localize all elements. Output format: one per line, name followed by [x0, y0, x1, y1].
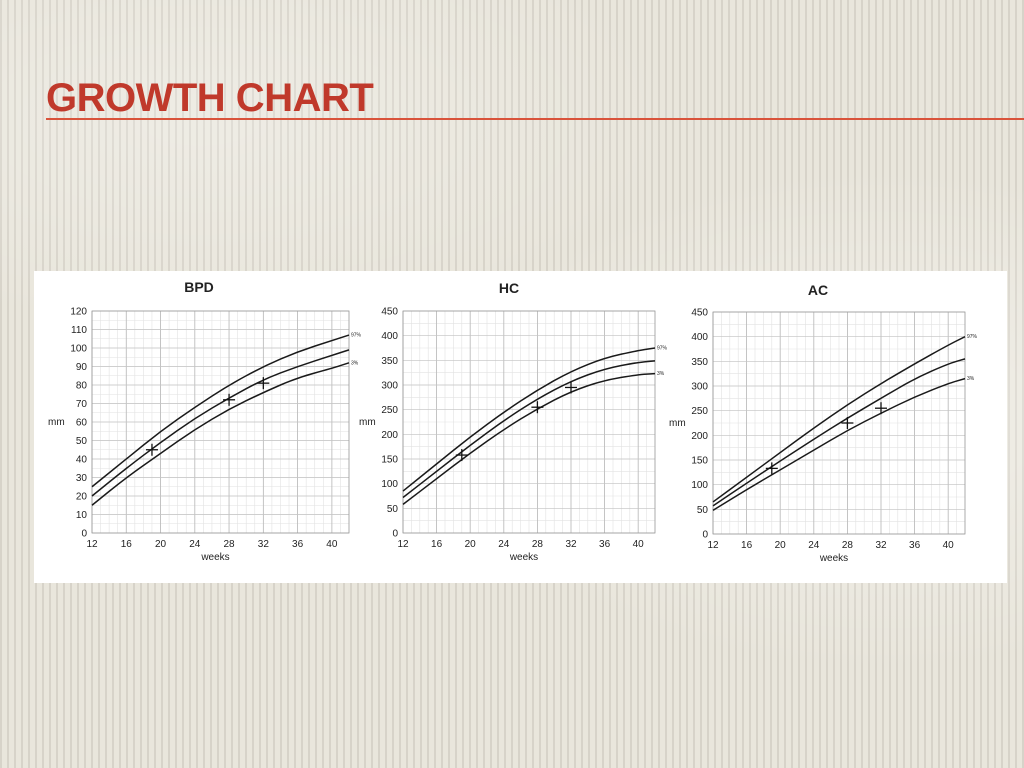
hc-y-tick-label: 0 — [392, 529, 398, 540]
bpd-centile-curve — [91, 334, 350, 488]
bpd-plot-frame — [91, 310, 350, 534]
ac-x-tick-label: 24 — [808, 540, 820, 551]
hc-x-tick-label: 16 — [431, 539, 443, 550]
bpd-y-axis-label: mm — [48, 417, 65, 428]
bpd-curve-label: 97% — [351, 333, 362, 339]
ac-plot-frame — [712, 311, 966, 535]
bpd-y-tick-label: 120 — [70, 307, 87, 318]
hc-y-tick-label: 100 — [381, 479, 398, 490]
bpd-curve-label: 3% — [351, 360, 359, 366]
ac-x-tick-label: 16 — [741, 540, 753, 551]
ac-y-tick-label: 0 — [702, 530, 708, 541]
bpd-chart-title: BPD — [184, 279, 214, 295]
hc-y-tick-label: 350 — [381, 356, 398, 367]
ac-y-tick-label: 200 — [691, 431, 708, 442]
hc-centile-curve — [402, 360, 656, 499]
bpd-x-tick-label: 28 — [224, 539, 236, 550]
hc-curve-label: 3% — [657, 371, 665, 377]
ac-y-tick-label: 150 — [691, 456, 708, 467]
ac-x-tick-label: 12 — [707, 540, 719, 551]
hc-x-tick-label: 40 — [633, 539, 645, 550]
ac-y-tick-label: 50 — [697, 505, 709, 516]
ac-x-axis-label: weeks — [819, 553, 848, 564]
ac-y-tick-label: 400 — [691, 332, 708, 343]
slide-title: Growth chart — [46, 76, 374, 120]
bpd-x-tick-label: 20 — [155, 539, 167, 550]
bpd-y-tick-label: 70 — [76, 399, 88, 410]
ac-y-tick-label: 350 — [691, 357, 708, 368]
ac-y-tick-label: 450 — [691, 308, 708, 319]
ac-curve-label: 97% — [967, 334, 978, 340]
hc-curve-label: 97% — [657, 346, 668, 352]
hc-x-tick-label: 28 — [532, 539, 544, 550]
bpd-x-tick-label: 32 — [258, 539, 270, 550]
bpd-x-tick-label: 12 — [86, 539, 98, 550]
ac-chart-title: AC — [808, 282, 828, 298]
ac-y-axis-label: mm — [669, 418, 686, 429]
ac-y-tick-label: 300 — [691, 382, 708, 393]
hc-y-tick-label: 400 — [381, 331, 398, 342]
hc-x-tick-label: 20 — [465, 539, 477, 550]
ac-x-tick-label: 40 — [943, 540, 955, 551]
hc-y-tick-label: 150 — [381, 455, 398, 466]
bpd-x-tick-label: 24 — [189, 539, 201, 550]
bpd-y-tick-label: 30 — [76, 473, 88, 484]
hc-y-tick-label: 300 — [381, 381, 398, 392]
bpd-y-tick-label: 10 — [76, 510, 88, 521]
ac-centile-curve — [712, 335, 966, 503]
ac-x-tick-label: 36 — [909, 540, 921, 551]
bpd-y-tick-label: 100 — [70, 344, 87, 355]
hc-y-tick-label: 200 — [381, 430, 398, 441]
ac-x-tick-label: 32 — [875, 540, 887, 551]
hc-x-tick-label: 24 — [498, 539, 510, 550]
bpd-y-tick-label: 40 — [76, 455, 88, 466]
ac-y-tick-label: 250 — [691, 406, 708, 417]
hc-x-tick-label: 32 — [565, 539, 577, 550]
bpd-y-tick-label: 110 — [71, 325, 87, 336]
hc-y-tick-label: 450 — [381, 307, 398, 318]
bpd-y-tick-label: 60 — [76, 418, 88, 429]
bpd-y-tick-label: 50 — [76, 436, 88, 447]
bpd-y-tick-label: 20 — [76, 492, 88, 503]
ac-x-tick-label: 28 — [842, 540, 854, 551]
hc-y-tick-label: 50 — [387, 504, 399, 515]
bpd-y-tick-label: 90 — [76, 362, 88, 373]
hc-x-axis-label: weeks — [509, 552, 538, 563]
hc-plot-frame — [402, 310, 656, 534]
ac-curve-label: 3% — [967, 376, 975, 382]
ac-y-tick-label: 100 — [691, 480, 708, 491]
bpd-centile-curve — [91, 362, 350, 506]
bpd-x-axis-label: weeks — [200, 552, 229, 563]
hc-chart-title: HC — [499, 280, 519, 296]
ac-x-tick-label: 20 — [775, 540, 787, 551]
hc-y-axis-label: mm — [359, 417, 376, 428]
hc-x-tick-label: 12 — [397, 539, 409, 550]
hc-x-tick-label: 36 — [599, 539, 611, 550]
growth-chart-panel: BPD 12 16 20 24 28 32 36 40 0 10 20 30 40 50 60 70 80 90 10… — [34, 271, 1007, 583]
bpd-y-tick-label: 0 — [81, 529, 87, 540]
bpd-y-tick-label: 80 — [76, 381, 88, 392]
bpd-x-tick-label: 40 — [326, 539, 338, 550]
ac-centile-curve — [712, 377, 966, 511]
bpd-x-tick-label: 16 — [121, 539, 133, 550]
bpd-x-tick-label: 36 — [292, 539, 304, 550]
hc-y-tick-label: 250 — [381, 405, 398, 416]
hc-centile-curve — [402, 347, 656, 492]
title-underline — [46, 118, 1024, 120]
